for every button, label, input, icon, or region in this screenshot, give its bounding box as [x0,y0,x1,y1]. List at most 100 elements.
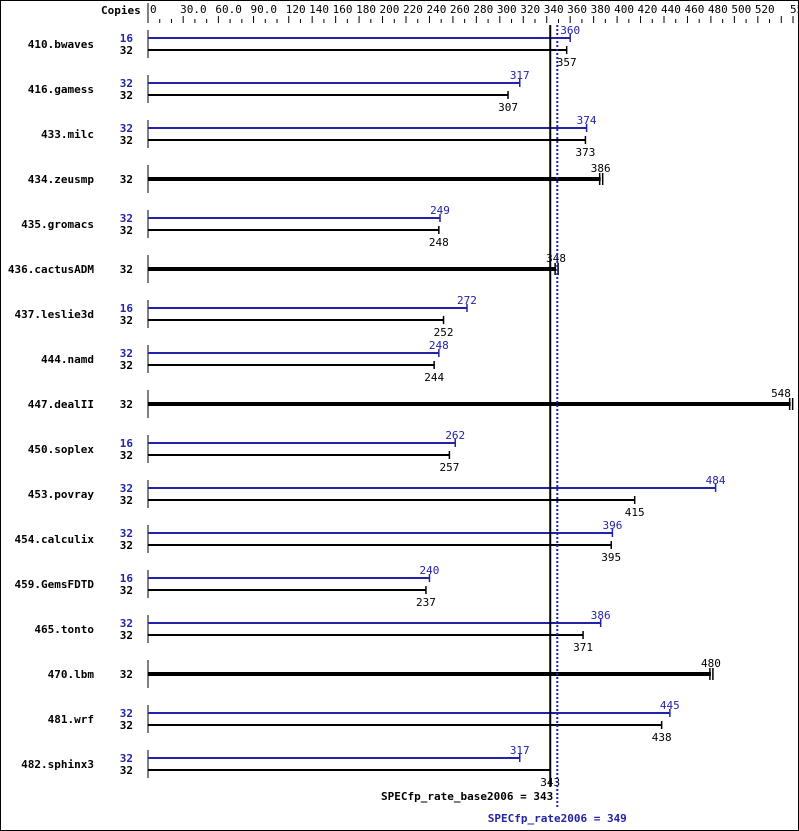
base-copies: 32 [120,584,133,597]
base-copies: 32 [120,224,133,237]
tick-label: 60.0 [215,3,242,16]
peak-copies: 32 [120,212,133,225]
benchmark-label: 450.soplex [28,443,95,456]
base-value: 438 [652,731,672,744]
base-value: 357 [557,56,577,69]
peak-copies: 32 [120,77,133,90]
base-copies: 32 [120,764,133,777]
peak-value: 445 [660,699,680,712]
tick-label: 340 [544,3,564,16]
tick-label: 300 [497,3,517,16]
tick-label: 200 [380,3,400,16]
benchmark-label: 437.leslie3d [15,308,94,321]
peak-copies: 32 [120,347,133,360]
peak-value: 374 [577,114,597,127]
peak-value: 249 [430,204,450,217]
base-copies: 32 [120,314,133,327]
benchmark-label: 465.tonto [34,623,94,636]
peak-copies: 16 [120,572,134,585]
peak-value: 396 [602,519,622,532]
benchmark-label: 470.lbm [48,668,95,681]
benchmark-label: 444.namd [41,353,94,366]
tick-label: 520 [755,3,775,16]
base-value: 373 [575,146,595,159]
tick-label: 320 [520,3,540,16]
tick-label: 440 [661,3,681,16]
base-value: 415 [625,506,645,519]
tick-label: 480 [708,3,728,16]
peak-copies: 32 [120,122,133,135]
tick-label: 30.0 [180,3,207,16]
base-value: 237 [416,596,436,609]
base-value: 371 [573,641,593,654]
base-copies: 32 [120,668,133,681]
peak-copies: 32 [120,617,133,630]
base-value: 257 [439,461,459,474]
tick-label: 160 [333,3,353,16]
base-value: 307 [498,101,518,114]
peak-copies: 32 [120,482,133,495]
tick-label: 380 [591,3,611,16]
base-value: 386 [591,162,611,175]
benchmark-label: 435.gromacs [21,218,94,231]
base-copies: 32 [120,44,133,57]
peak-value: 272 [457,294,477,307]
benchmark-label: 434.zeusmp [28,173,95,186]
tick-label: 360 [567,3,587,16]
tick-label: 0 [150,3,157,16]
peak-value: 262 [445,429,465,442]
benchmark-label: 416.gamess [28,83,94,96]
base-value: 252 [434,326,454,339]
copies-header: Copies [101,4,141,17]
tick-label: 460 [684,3,704,16]
benchmark-label: 459.GemsFDTD [15,578,95,591]
base-value: 244 [424,371,444,384]
tick-label: 280 [473,3,493,16]
base-value: 548 [771,387,791,400]
base-copies: 32 [120,494,133,507]
base-value: 480 [701,657,721,670]
peak-value: 386 [591,609,611,622]
benchmark-label: 454.calculix [15,533,95,546]
peak-value: 248 [429,339,449,352]
peak-value: 317 [510,744,530,757]
tick-label: 90.0 [251,3,278,16]
base-copies: 32 [120,263,133,276]
base-copies: 32 [120,359,133,372]
peak-copies: 32 [120,707,133,720]
benchmark-label: 410.bwaves [28,38,94,51]
benchmark-label: 433.milc [41,128,94,141]
base-copies: 32 [120,89,133,102]
base-copies: 32 [120,449,133,462]
peak-value: 484 [706,474,726,487]
base-value: 348 [546,252,566,265]
peak-value: 240 [420,564,440,577]
tick-label: 140 [309,3,329,16]
base-value: 395 [601,551,621,564]
peak-copies: 16 [120,302,134,315]
tick-label: 420 [638,3,658,16]
peak-value: 317 [510,69,530,82]
base-copies: 32 [120,719,133,732]
tick-label: 400 [614,3,634,16]
peak-copies: 32 [120,527,133,540]
tick-label: 220 [403,3,423,16]
base-copies: 32 [120,173,133,186]
benchmark-label: 436.cactusADM [8,263,94,276]
base-copies: 32 [120,539,133,552]
peak-copies: 32 [120,752,133,765]
benchmark-label: 453.povray [28,488,95,501]
base-value: 248 [429,236,449,249]
tick-label: 120 [286,3,306,16]
peak-value: 360 [560,24,580,37]
base-copies: 32 [120,134,133,147]
tick-label: 180 [356,3,376,16]
tick-label: 500 [731,3,751,16]
base-copies: 32 [120,398,133,411]
tick-label: 260 [450,3,470,16]
peak-copies: 16 [120,32,134,45]
tick-label: 550 [790,3,798,16]
benchmark-label: 482.sphinx3 [21,758,94,771]
